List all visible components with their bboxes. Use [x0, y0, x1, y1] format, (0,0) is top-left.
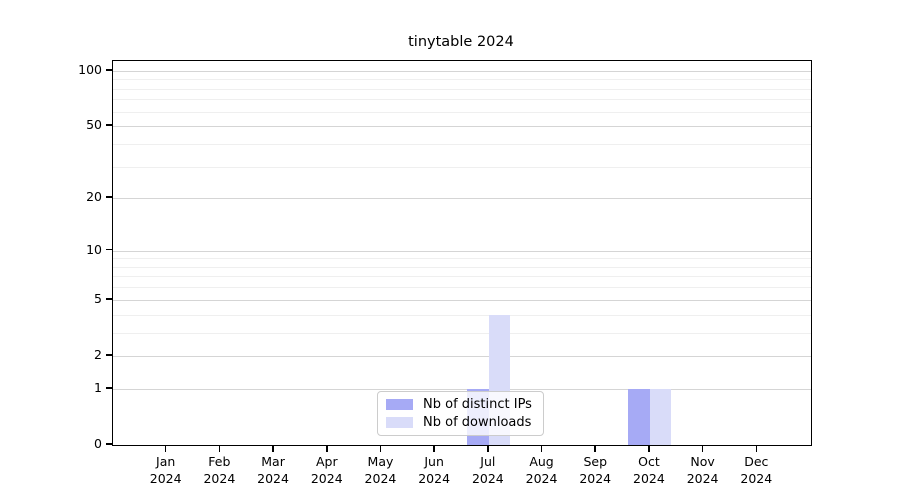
x-axis-month-label: Nov 2024 [673, 453, 733, 487]
x-axis-year-line: 2024 [364, 471, 397, 486]
x-axis-month-line: Jul [480, 454, 496, 469]
y-axis-tick-label: 20 [86, 189, 102, 205]
gridline-major [113, 70, 811, 72]
x-axis-tick [755, 445, 758, 452]
x-axis-month-line: May [367, 454, 394, 469]
gridline-minor [113, 88, 811, 90]
x-axis-year-line: 2024 [633, 471, 665, 486]
y-axis-tick-label: 50 [86, 117, 102, 133]
x-axis-month-line: Dec [744, 454, 769, 469]
x-axis-tick [433, 445, 435, 452]
x-axis-month-label: May 2024 [350, 453, 410, 487]
x-axis-month-line: Sep [583, 454, 607, 469]
x-axis-year-line: 2024 [418, 471, 451, 486]
x-axis-year-line: 2024 [471, 471, 504, 486]
legend-label-distinct-ips: Nb of distinct IPs [423, 397, 532, 412]
x-axis-month-label: Feb 2024 [189, 453, 249, 487]
x-axis-month-line: Nov [690, 454, 715, 469]
x-axis-tick [648, 445, 650, 452]
plot-inner [113, 61, 811, 445]
y-axis-tick [106, 443, 112, 445]
x-axis-month-label: Apr 2024 [297, 453, 357, 487]
legend-label-downloads: Nb of downloads [423, 415, 532, 430]
y-axis-tick [106, 69, 112, 71]
x-axis-tick [325, 445, 328, 452]
legend-swatch-downloads [386, 417, 413, 428]
gridline-major [113, 198, 811, 200]
plot-area [112, 60, 812, 446]
gridline-major [113, 299, 811, 301]
x-axis-month-line: Oct [638, 454, 660, 469]
gridline-minor [113, 166, 811, 168]
gridline-minor [113, 143, 811, 145]
y-axis-tick-label: 1 [94, 379, 102, 395]
x-axis-month-label: Jul 2024 [458, 453, 518, 487]
x-axis-year-line: 2024 [203, 471, 236, 486]
x-axis-year-line: 2024 [579, 471, 612, 486]
legend: Nb of distinct IPs Nb of downloads [377, 391, 544, 436]
x-axis-year-line: 2024 [686, 471, 719, 486]
x-axis-year-line: 2024 [257, 471, 289, 486]
y-axis-tick-label: 0 [94, 436, 102, 451]
gridline-minor [113, 79, 811, 81]
x-axis-month-label: Jun 2024 [404, 453, 464, 487]
x-axis-tick [594, 445, 597, 452]
gridline-minor [113, 266, 811, 268]
y-axis-tick [106, 196, 112, 198]
x-axis-month-label: Dec 2024 [726, 453, 786, 487]
x-axis-month-label: Sep 2024 [565, 453, 625, 487]
bar-nb-of-downloads-oct [649, 388, 672, 445]
x-axis-tick [701, 445, 704, 452]
x-axis-year-line: 2024 [740, 471, 773, 486]
gridline-major [113, 126, 811, 128]
x-axis-tick [164, 445, 167, 452]
y-axis-tick-label: 5 [94, 290, 102, 306]
x-axis-month-line: Jan [156, 454, 176, 469]
gridline-major [113, 388, 811, 390]
x-axis-tick [487, 445, 489, 452]
x-axis-tick [540, 445, 543, 452]
legend-swatch-distinct-ips [386, 399, 413, 410]
chart-title: tinytable 2024 [408, 34, 514, 50]
x-axis-year-line: 2024 [525, 471, 558, 486]
legend-item-downloads: Nb of downloads [386, 415, 535, 430]
gridline-minor [113, 287, 811, 289]
gridline-minor [113, 276, 811, 278]
x-axis-month-line: Apr [315, 454, 338, 469]
y-axis-tick-label: 10 [86, 241, 102, 257]
x-axis-month-line: Feb [208, 454, 231, 469]
x-axis-tick [379, 445, 382, 452]
gridline-minor [113, 332, 811, 334]
y-axis-tick [106, 124, 112, 126]
gridline-minor [113, 111, 811, 113]
x-axis-month-label: Mar 2024 [243, 453, 303, 487]
x-axis-month-line: Jun [424, 454, 444, 469]
y-axis-tick [106, 248, 112, 251]
x-axis-month-label: Aug 2024 [512, 453, 572, 487]
gridline-minor [113, 258, 811, 260]
bar-nb-of-distinct-ips-oct [628, 388, 650, 445]
x-axis-tick [272, 445, 274, 452]
legend-item-distinct-ips: Nb of distinct IPs [386, 397, 535, 412]
x-axis-month-label: Jan 2024 [136, 453, 196, 487]
x-axis-month-line: Mar [261, 454, 285, 469]
x-axis-month-label: Oct 2024 [619, 453, 679, 487]
y-axis-tick-label: 100 [78, 61, 102, 77]
x-axis-tick [218, 445, 221, 452]
x-axis-year-line: 2024 [310, 471, 343, 486]
y-axis-tick [106, 297, 112, 300]
gridline-major [113, 355, 811, 357]
y-axis-tick [106, 354, 112, 356]
gridline-minor [113, 99, 811, 101]
gridline-minor [113, 314, 811, 316]
gridline-major [113, 250, 811, 252]
x-axis-year-line: 2024 [149, 471, 182, 486]
x-axis-month-line: Aug [529, 454, 554, 469]
y-axis-tick [106, 387, 112, 389]
y-axis-tick-label: 2 [94, 346, 102, 362]
